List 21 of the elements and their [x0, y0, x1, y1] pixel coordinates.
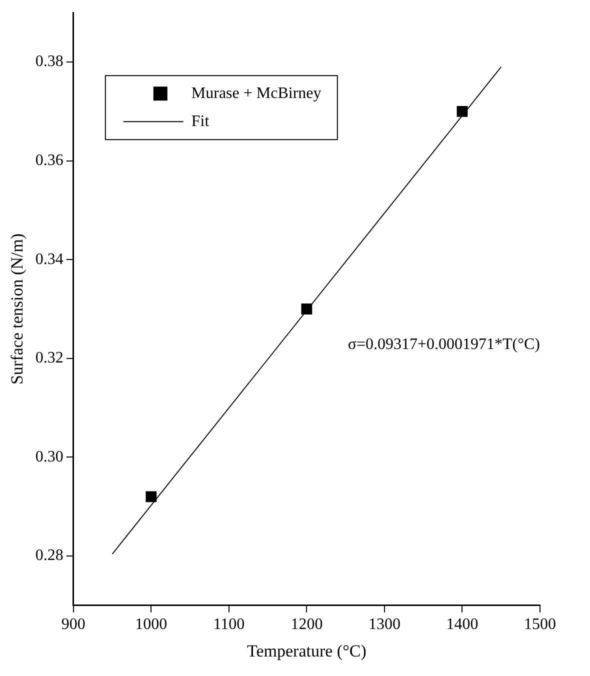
x-tick-label: 1000 — [135, 616, 168, 634]
y-tick-label: 0.30 — [35, 448, 64, 466]
y-tick-label: 0.32 — [35, 350, 64, 367]
y-tick-label: 0.34 — [35, 250, 64, 268]
x-tick-label: 1500 — [524, 616, 556, 634]
y-tick-label: 0.38 — [35, 53, 64, 70]
point — [146, 491, 157, 502]
annotation: σ=0.09317+0.0001971*T(°C) — [348, 336, 540, 353]
y-axis-title: Surface tension (N/m) — [8, 233, 27, 385]
legend-label: Fit — [191, 112, 210, 130]
x-axis-title: Temperature (°C) — [247, 641, 366, 660]
x-tick-label: 900 — [61, 616, 86, 634]
x-tick-label: 1400 — [446, 616, 478, 634]
y-tick-label: 0.36 — [35, 152, 64, 170]
point — [456, 106, 468, 117]
legend-label: Murase + McBirney — [191, 84, 322, 102]
x-tick-label: 1200 — [290, 616, 323, 634]
x-tick-label: 1100 — [213, 616, 245, 634]
point — [301, 304, 312, 314]
x-tick-label: 1300 — [368, 616, 400, 634]
y-tick-label: 0.28 — [35, 547, 64, 564]
